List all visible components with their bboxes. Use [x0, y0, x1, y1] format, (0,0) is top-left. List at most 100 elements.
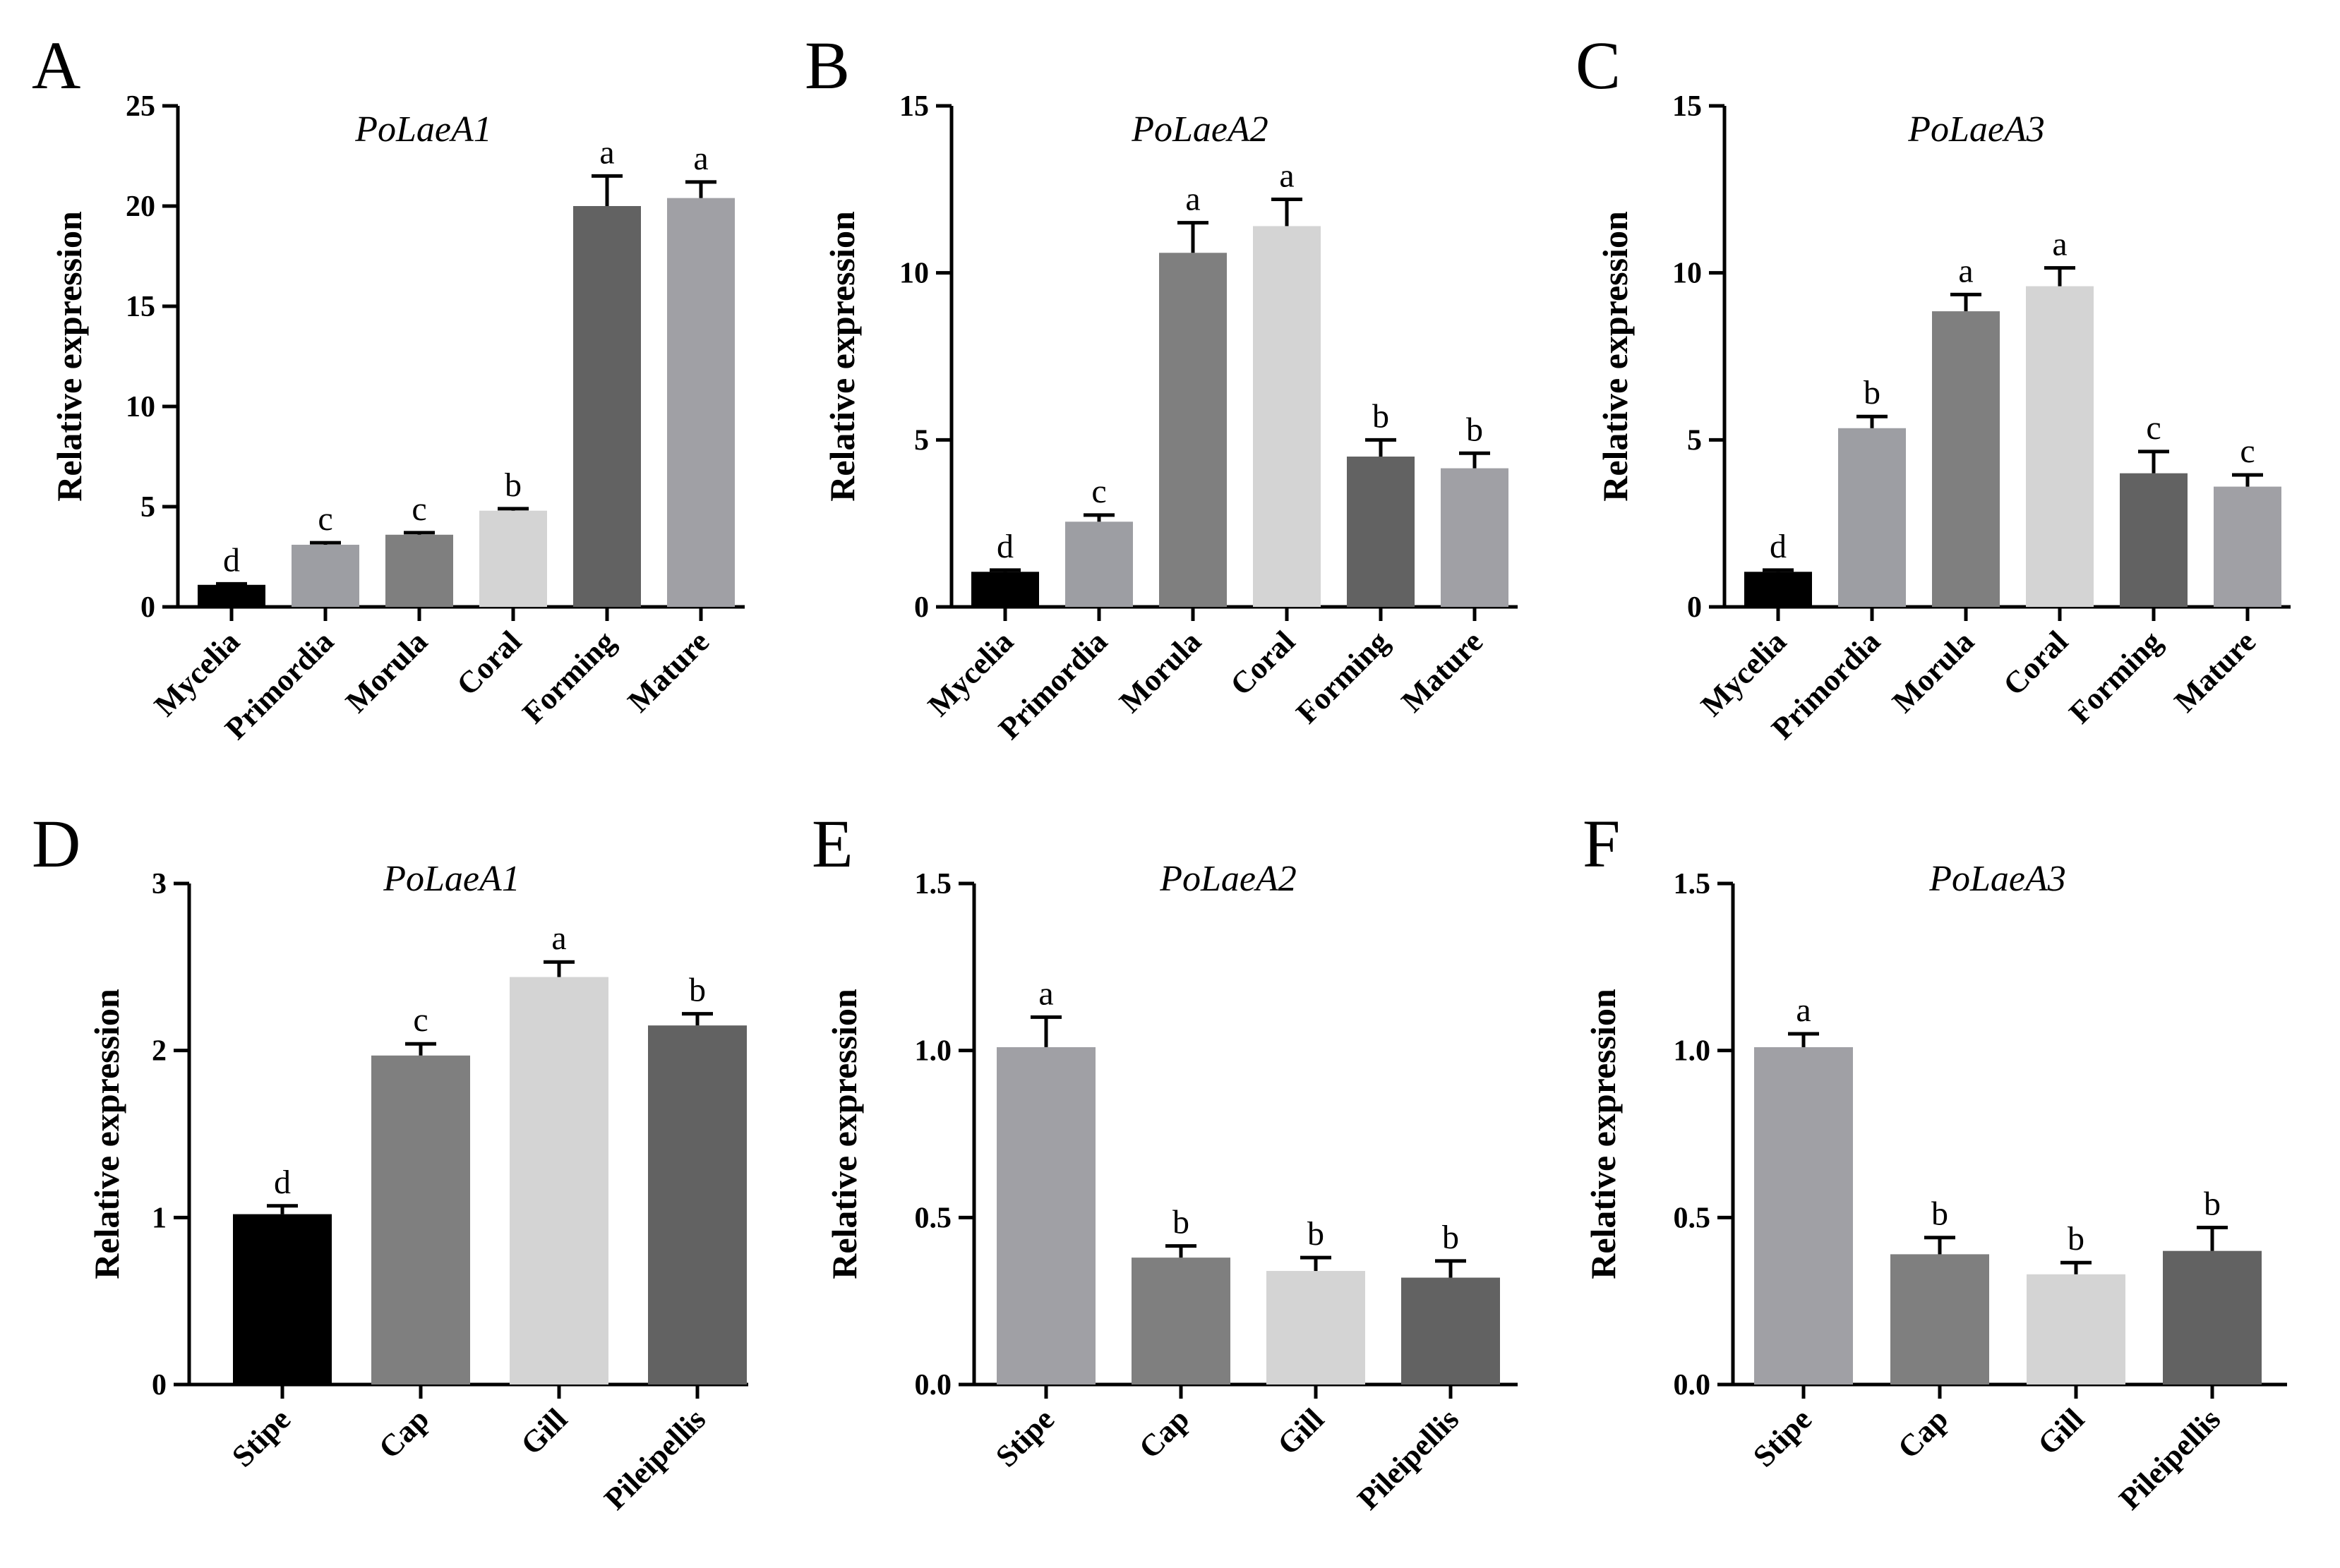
y-tick-label: 0.5 [1674, 1202, 1711, 1234]
panel-letter: B [805, 28, 850, 103]
significance-letter: a [693, 140, 708, 177]
bar [1401, 1277, 1500, 1385]
panel-letter: E [812, 806, 853, 881]
y-tick-label: 0.0 [915, 1369, 952, 1401]
panel-letter: C [1576, 28, 1621, 103]
panel-letter: D [32, 806, 80, 881]
x-tick-label: Morula [1885, 624, 1981, 719]
x-tick-label: Cap [1132, 1401, 1196, 1465]
significance-letter: c [412, 490, 426, 528]
significance-letter: b [1466, 411, 1483, 448]
x-tick-label: Forming [1290, 624, 1396, 730]
bar [2027, 1274, 2125, 1385]
x-tick-label: Mature [621, 624, 716, 718]
bar [1266, 1271, 1365, 1385]
bar [1441, 468, 1508, 607]
significance-letter: c [318, 500, 332, 538]
chart-title: PoLaeA3 [1907, 109, 2045, 150]
bar [1065, 521, 1133, 607]
x-tick-label: Pileipellis [2113, 1401, 2228, 1516]
bar [2214, 486, 2281, 607]
y-tick-label: 0.5 [915, 1202, 952, 1234]
significance-letter: b [1442, 1219, 1459, 1256]
significance-letter: d [274, 1164, 291, 1201]
significance-letter: c [1091, 473, 1106, 510]
x-tick-label: Mature [1395, 624, 1489, 718]
bar [198, 584, 265, 607]
y-axis-title: Relative expression [1583, 989, 1623, 1279]
bar [2026, 286, 2094, 607]
x-tick-label: Coral [1996, 624, 2075, 702]
bar [233, 1214, 332, 1385]
bar [573, 206, 641, 607]
x-tick-label: Gill [514, 1401, 574, 1461]
y-tick-label: 20 [126, 191, 155, 223]
x-tick-label: Gill [2031, 1401, 2091, 1461]
significance-letter: a [1038, 975, 1053, 1012]
chart-panel-d: D PoLaeA1 Relative expression 0 1 2 3 d Stipe c Ca… [32, 806, 748, 1516]
y-tick-label: 5 [1687, 424, 1702, 457]
y-tick-label: 1.0 [915, 1035, 952, 1068]
y-tick-label: 15 [126, 291, 155, 323]
bar [667, 198, 735, 607]
x-tick-label: Cap [372, 1401, 436, 1465]
bar [510, 977, 608, 1385]
y-tick-label: 5 [140, 491, 155, 524]
y-tick-label: 1 [152, 1202, 167, 1234]
y-tick-label: 0 [140, 591, 155, 624]
x-tick-label: Gill [1271, 1401, 1331, 1461]
significance-letter: b [1931, 1195, 1948, 1233]
y-tick-label: 10 [899, 258, 929, 290]
bar [1744, 572, 1812, 607]
significance-letter: b [505, 466, 522, 504]
x-tick-label: Cap [1891, 1401, 1955, 1465]
x-tick-label: Morula [1112, 624, 1208, 719]
y-axis-title: Relative expression [87, 989, 126, 1279]
significance-letter: a [2052, 226, 2067, 263]
bar [371, 1055, 470, 1385]
y-tick-label: 25 [126, 90, 155, 123]
y-tick-label: 15 [899, 90, 929, 123]
x-tick-label: Forming [516, 624, 622, 730]
bar [1159, 253, 1227, 607]
bar [479, 510, 547, 607]
significance-letter: a [551, 919, 566, 957]
significance-letter: b [1307, 1215, 1324, 1253]
bar [1890, 1254, 1989, 1385]
y-axis-title: Relative expression [824, 989, 864, 1279]
y-tick-label: 5 [914, 424, 929, 457]
y-tick-label: 1.0 [1674, 1035, 1711, 1068]
significance-letter: d [223, 541, 240, 579]
significance-letter: d [997, 528, 1014, 565]
x-tick-label: Stipe [1746, 1401, 1818, 1473]
y-tick-label: 10 [1672, 258, 1702, 290]
bar [648, 1025, 747, 1385]
x-tick-label: Coral [450, 624, 528, 702]
y-tick-label: 0.0 [1674, 1369, 1711, 1401]
significance-letter: a [599, 133, 614, 171]
chart-title: PoLaeA2 [1159, 859, 1297, 899]
bar [2120, 473, 2188, 607]
chart-title: PoLaeA1 [354, 109, 492, 150]
x-tick-label: Morula [339, 624, 434, 719]
y-axis-title: Relative expression [822, 211, 862, 502]
x-tick-label: Stipe [989, 1401, 1061, 1473]
y-axis-title: Relative expression [1595, 211, 1635, 502]
significance-letter: b [2068, 1220, 2084, 1258]
x-tick-label: Stipe [225, 1401, 297, 1473]
chart-panel-f: F PoLaeA3 Relative expression 0.0 0.5 1.0 1.5 a… [1583, 806, 2287, 1516]
significance-letter: c [413, 1001, 428, 1039]
y-axis-title: Relative expression [49, 211, 89, 502]
significance-letter: b [1864, 374, 1880, 411]
significance-letter: b [1372, 397, 1389, 435]
significance-letter: a [1279, 157, 1294, 195]
y-tick-label: 0 [1687, 591, 1702, 624]
x-tick-label: Mature [2168, 624, 2262, 718]
y-tick-label: 3 [152, 868, 167, 900]
x-tick-label: Forming [2063, 624, 2168, 730]
significance-letter: b [689, 972, 706, 1009]
chart-panel-e: E PoLaeA2 Relative expression 0.0 0.5 1.0 1.5 a… [812, 806, 1518, 1516]
x-tick-label: Pileipellis [1351, 1401, 1466, 1516]
